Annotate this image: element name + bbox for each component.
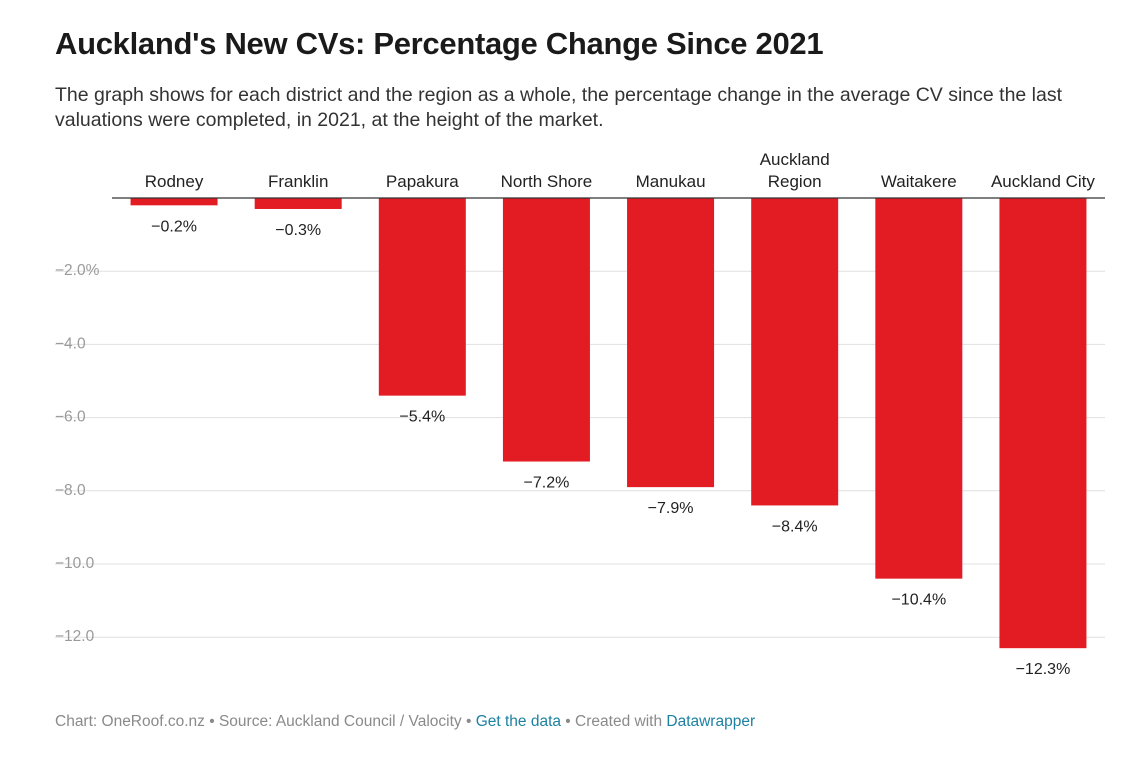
y-tick-label: −12.0	[55, 628, 95, 645]
footer-separator: •	[461, 713, 476, 730]
category-label: North Shore	[501, 172, 593, 191]
bar-chart: −2.0% −4.0 −6.0 −8.0 −10.0 −12.0 Rodney Frankl…	[55, 150, 1105, 678]
get-the-data-link[interactable]: Get the data	[475, 713, 561, 730]
category-label: Auckland City	[991, 172, 1095, 191]
y-tick-label: −10.0	[55, 555, 95, 572]
bars	[130, 198, 1087, 649]
bar	[627, 198, 715, 488]
category-label: Franklin	[268, 172, 328, 191]
created-with-text: Created with	[575, 713, 663, 730]
category-label: Auckland	[760, 150, 830, 169]
bar	[875, 198, 963, 579]
category-label: Region	[768, 172, 822, 191]
y-tick-label: −4.0	[55, 335, 86, 352]
footer-separator: •	[561, 713, 576, 730]
y-tick-label: −2.0%	[55, 262, 100, 279]
value-label: −10.4%	[891, 592, 946, 609]
value-label: −0.2%	[151, 218, 197, 235]
chart-credit: Chart: OneRoof.co.nz	[55, 713, 205, 730]
bar	[378, 198, 466, 396]
value-label: −7.9%	[648, 500, 694, 517]
chart-subtitle: The graph shows for each district and th…	[55, 84, 1063, 131]
category-label: Rodney	[145, 172, 204, 191]
category-labels: Rodney Franklin Papakura North Shore Manukau…	[145, 150, 1096, 191]
value-label: −8.4%	[772, 518, 818, 535]
value-label: −12.3%	[1016, 661, 1071, 678]
bar	[999, 198, 1087, 649]
datawrapper-link[interactable]: Datawrapper	[666, 713, 756, 730]
y-axis-ticks: −2.0% −4.0 −6.0 −8.0 −10.0 −12.0	[55, 262, 100, 645]
y-tick-label: −6.0	[55, 409, 86, 426]
bar	[751, 198, 839, 506]
y-tick-label: −8.0	[55, 482, 86, 499]
value-labels: −0.2% −0.3% −5.4% −7.2% −7.9% −8.4% −10.4% −12.…	[151, 218, 1070, 678]
footer-separator: •	[204, 713, 219, 730]
category-label: Papakura	[386, 172, 459, 191]
source-text: Source: Auckland Council / Valocity	[218, 713, 462, 730]
value-label: −5.4%	[399, 409, 445, 426]
value-label: −7.2%	[524, 475, 570, 492]
value-label: −0.3%	[275, 222, 321, 239]
bar	[130, 198, 218, 206]
bar	[502, 198, 590, 462]
category-label: Manukau	[636, 172, 706, 191]
bar	[254, 198, 342, 209]
chart-title: Auckland's New CVs: Percentage Change Si…	[55, 26, 824, 61]
category-label: Waitakere	[881, 172, 957, 191]
chart-footer: Chart: OneRoof.co.nz • Source: Auckland …	[55, 713, 755, 731]
